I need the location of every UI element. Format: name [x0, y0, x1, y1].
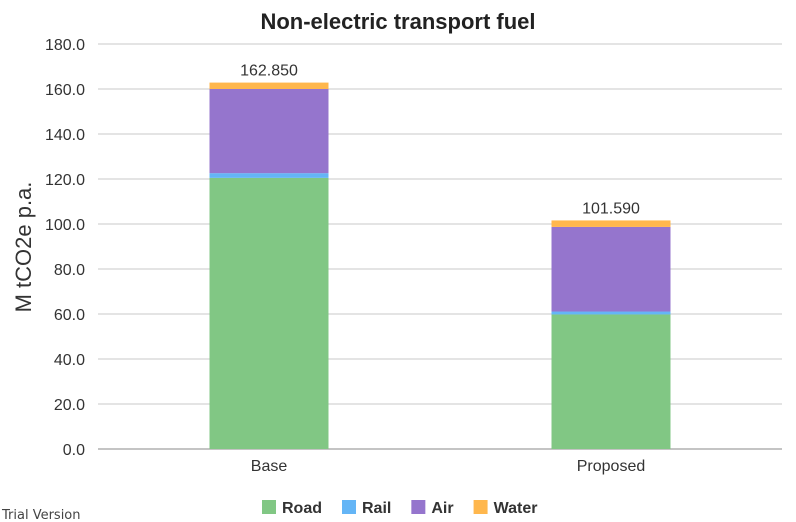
bar-segment-air [551, 226, 671, 312]
bar-segment-water [209, 82, 329, 89]
chart-title: Non-electric transport fuel [260, 9, 535, 34]
legend-item-rail[interactable]: Rail [342, 500, 391, 517]
legend-item-road[interactable]: Road [262, 500, 322, 517]
legend-item-air[interactable]: Air [411, 500, 454, 517]
legend-label: Road [282, 500, 322, 517]
legend: Road Rail Air Water [262, 500, 537, 517]
bars [209, 82, 671, 449]
bar-total-label: 162.850 [240, 63, 298, 80]
y-tick-label: 160.0 [45, 82, 85, 99]
x-category-label: Base [251, 458, 288, 475]
y-tick-label: 0.0 [63, 442, 85, 459]
y-axis-label: M tCO2e p.a. [11, 182, 36, 313]
y-tick-label: 100.0 [45, 217, 85, 234]
y-tick-label: 140.0 [45, 127, 85, 144]
bar-segment-rail [209, 173, 329, 178]
y-tick-label: 180.0 [45, 37, 85, 54]
legend-swatch [262, 500, 276, 514]
y-tick-label: 40.0 [54, 352, 85, 369]
bar-total-label: 101.590 [582, 200, 640, 217]
bar-segment-rail [551, 311, 671, 315]
legend-item-water[interactable]: Water [473, 500, 538, 517]
y-tick-label: 60.0 [54, 307, 85, 324]
legend-label: Rail [362, 500, 391, 517]
gridlines [98, 43, 782, 450]
y-tick-label: 20.0 [54, 397, 85, 414]
y-tick-label: 120.0 [45, 172, 85, 189]
x-category-label: Proposed [577, 458, 646, 475]
x-axis-categories: Base Proposed [251, 458, 645, 475]
y-tick-label: 80.0 [54, 262, 85, 279]
y-axis-ticks: 0.0 20.0 40.0 60.0 80.0 100.0 120.0 140.0 160.0 1… [45, 37, 85, 459]
trial-version-watermark: Trial Version [1, 508, 81, 522]
legend-label: Water [494, 500, 538, 517]
bar-segment-air [209, 89, 329, 174]
legend-swatch [342, 500, 356, 514]
bar-segment-water [551, 220, 671, 227]
legend-swatch [473, 500, 488, 514]
bar-segment-road [551, 314, 671, 449]
bar-segment-road [209, 177, 329, 449]
legend-swatch [411, 500, 426, 514]
total-labels: 162.850 101.590 [240, 63, 640, 218]
legend-label: Air [431, 500, 453, 517]
